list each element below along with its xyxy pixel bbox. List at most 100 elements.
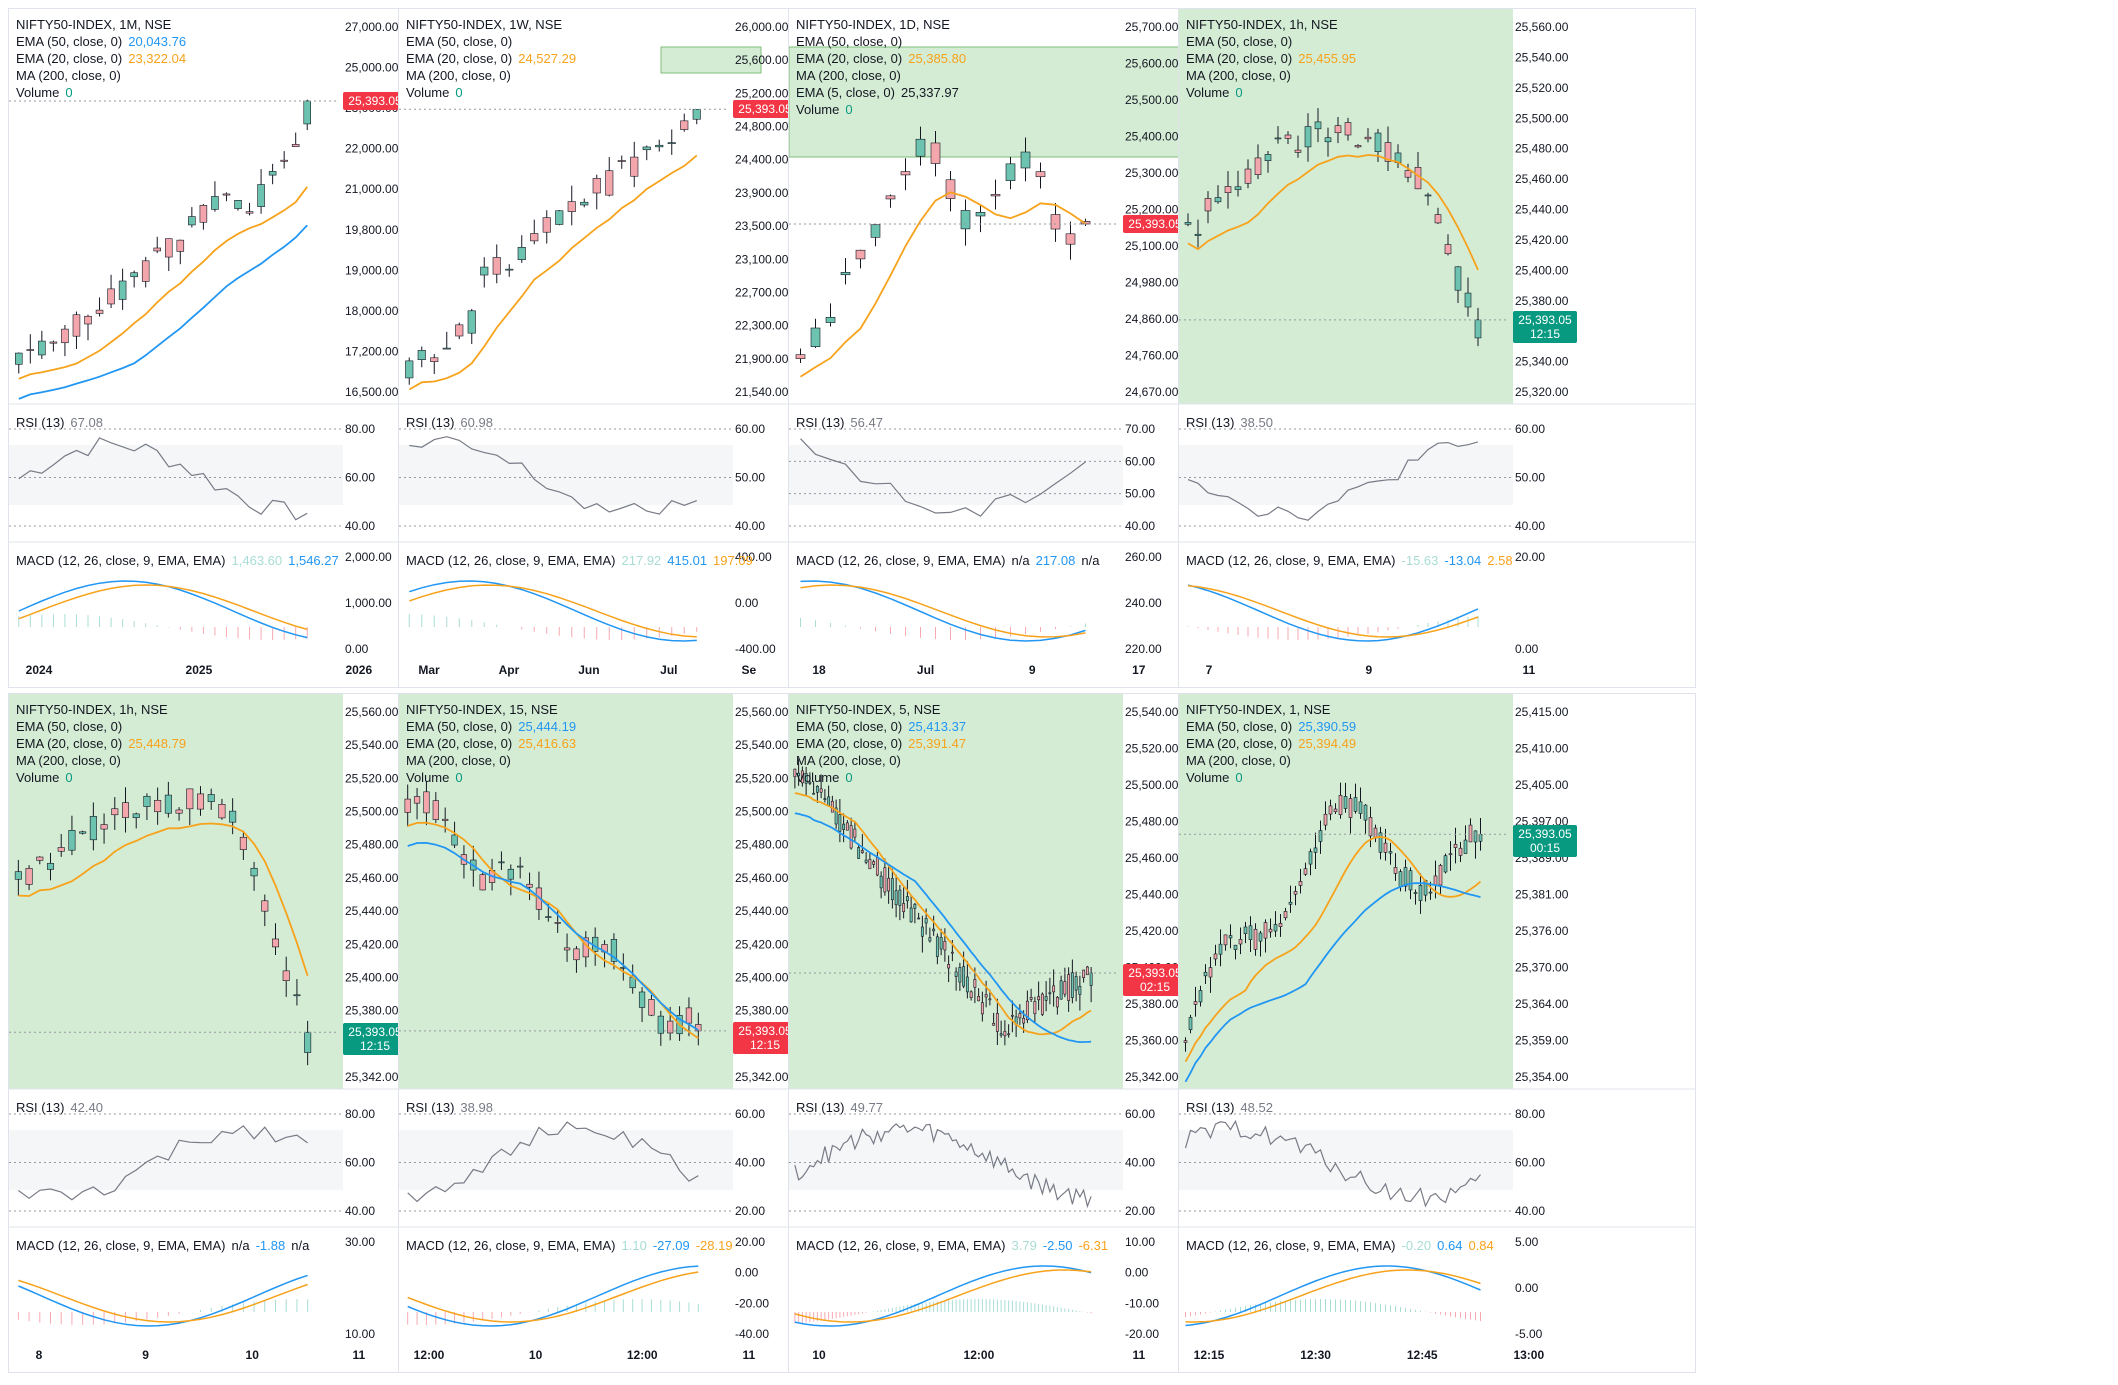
macd-legend[interactable]: MACD (12, 26, close, 9, EMA, EMA) 217.92 4… [406, 553, 753, 568]
x-tick-label: 9 [1029, 663, 1036, 677]
macd-legend[interactable]: MACD (12, 26, close, 9, EMA, EMA) 1.10 -27… [406, 1238, 733, 1253]
macd-legend-value: n/a [291, 1238, 310, 1253]
candle-body [977, 996, 981, 1002]
candle-body [175, 809, 183, 814]
candle-body [250, 867, 258, 877]
price-tick-label: 25,560.00 [1515, 20, 1569, 34]
ma200-legend[interactable]: MA (200, close, 0) [1186, 67, 1356, 84]
candle-body [1007, 1033, 1011, 1036]
rsi-legend[interactable]: RSI (13) 38.50 [1186, 415, 1273, 430]
volume-legend[interactable]: Volume 0 [406, 769, 576, 786]
volume-legend[interactable]: Volume 0 [796, 101, 966, 118]
macd-legend-value: 217.08 [1035, 553, 1076, 568]
ma200-legend[interactable]: MA (200, close, 0) [16, 752, 186, 769]
ema20-legend[interactable]: EMA (20, close, 0) 25,394.49 [1186, 735, 1356, 752]
ema20-legend-value: 25,448.79 [128, 736, 187, 751]
zone-rect [789, 694, 1123, 1089]
price-tick-label: 25,400.00 [735, 970, 789, 984]
volume-legend[interactable]: Volume 0 [16, 84, 186, 101]
price-tick-label: 25,405.00 [1515, 778, 1569, 792]
candle-body [638, 991, 646, 1008]
volume-legend[interactable]: Volume 0 [1186, 769, 1356, 786]
rsi-legend[interactable]: RSI (13) 42.40 [16, 1100, 103, 1115]
ma200-legend[interactable]: MA (200, close, 0) [406, 67, 576, 84]
candle-body [1085, 966, 1089, 976]
ema50-legend[interactable]: EMA (50, close, 0) [1186, 33, 1356, 50]
rsi-legend[interactable]: RSI (13) 48.52 [1186, 1100, 1273, 1115]
price-tick-label: 25,410.00 [1515, 742, 1569, 756]
candle-body [1274, 137, 1282, 140]
price-tick-label: 25,381.00 [1515, 888, 1569, 902]
price-tick-label: 25,460.00 [345, 871, 399, 885]
chart-symbol-title[interactable]: NIFTY50-INDEX, 1h, NSE [16, 702, 168, 717]
candle-body [1474, 319, 1482, 339]
volume-legend[interactable]: Volume 0 [796, 769, 966, 786]
ema20-legend[interactable]: EMA (20, close, 0) 25,455.95 [1186, 50, 1356, 67]
ema50-legend[interactable]: EMA (50, close, 0) 20,043.76 [16, 33, 186, 50]
ema50-legend[interactable]: EMA (50, close, 0) [796, 33, 966, 50]
ma200-legend[interactable]: MA (200, close, 0) [406, 752, 576, 769]
price-tick-label: 25,100.00 [1125, 239, 1179, 253]
macd-legend[interactable]: MACD (12, 26, close, 9, EMA, EMA) n/a 217.… [796, 553, 1099, 568]
chart-symbol-title[interactable]: NIFTY50-INDEX, 1, NSE [1186, 702, 1331, 717]
candle-body [1434, 214, 1442, 224]
macd-legend[interactable]: MACD (12, 26, close, 9, EMA, EMA) 1,463.6… [16, 553, 339, 568]
candle-body [517, 247, 526, 260]
chart-symbol-title[interactable]: NIFTY50-INDEX, 15, NSE [406, 702, 558, 717]
volume-legend[interactable]: Volume 0 [16, 769, 186, 786]
macd-legend[interactable]: MACD (12, 26, close, 9, EMA, EMA) -15.63-… [1186, 553, 1513, 568]
candle-body [667, 1020, 674, 1034]
chart-symbol-title[interactable]: NIFTY50-INDEX, 5, NSE [796, 702, 941, 717]
rsi-legend[interactable]: RSI (13) 67.08 [16, 415, 103, 430]
ema50-legend[interactable]: EMA (50, close, 0) [16, 718, 186, 735]
candle-body [812, 792, 816, 795]
ma200-legend[interactable]: MA (200, close, 0) [796, 67, 966, 84]
ema5-legend[interactable]: EMA (5, close, 0) 25,337.97 [796, 84, 966, 101]
ema20-legend[interactable]: EMA (20, close, 0) 23,322.04 [16, 50, 186, 67]
candle-body [1089, 972, 1093, 986]
x-tick-label: Jul [917, 663, 934, 677]
ma200-legend-label: MA (200, close, 0) [1186, 753, 1291, 768]
chart-symbol-title[interactable]: NIFTY50-INDEX, 1D, NSE [796, 17, 950, 32]
x-tick-label: 2025 [186, 663, 213, 677]
rsi-legend[interactable]: RSI (13) 56.47 [796, 415, 883, 430]
ema20-legend[interactable]: EMA (20, close, 0) 24,527.29 [406, 50, 576, 67]
candle-body [1067, 974, 1071, 1001]
rsi-legend[interactable]: RSI (13) 49.77 [796, 1100, 883, 1115]
ema50-legend[interactable]: EMA (50, close, 0) 25,413.37 [796, 718, 966, 735]
ema20-legend-label: EMA (20, close, 0) [1186, 736, 1293, 751]
macd-legend[interactable]: MACD (12, 26, close, 9, EMA, EMA) 3.79 -2.… [796, 1238, 1108, 1253]
candle-body [804, 773, 808, 784]
chart-panel-c8[interactable]: 25,415.00 25,410.00 25,405.00 25,397.00 25,3… [1178, 693, 1696, 1373]
volume-legend[interactable]: Volume 0 [1186, 84, 1356, 101]
candle-body [642, 146, 651, 151]
chart-panel-c4[interactable]: 25,560.00 25,540.00 25,520.00 25,500.00 25,4… [1178, 8, 1696, 688]
last-price-value: 25,393.05 [1518, 312, 1572, 327]
ma200-legend[interactable]: MA (200, close, 0) [796, 752, 966, 769]
candle-body [1082, 969, 1086, 978]
macd-legend[interactable]: MACD (12, 26, close, 9, EMA, EMA) n/a -1.8… [16, 1238, 309, 1253]
chart-symbol-title[interactable]: NIFTY50-INDEX, 1M, NSE [16, 17, 172, 32]
ema50-legend[interactable]: EMA (50, close, 0) [406, 33, 576, 50]
ema20-legend[interactable]: EMA (20, close, 0) 25,391.47 [796, 735, 966, 752]
candle-body [935, 936, 939, 957]
volume-legend-value: 0 [845, 102, 853, 117]
candle-body [143, 795, 151, 807]
ema20-legend[interactable]: EMA (20, close, 0) 25,416.63 [406, 735, 576, 752]
candle-body [868, 858, 872, 870]
ema20-legend[interactable]: EMA (20, close, 0) 25,448.79 [16, 735, 186, 752]
ema50-legend[interactable]: EMA (50, close, 0) 25,444.19 [406, 718, 576, 735]
ma200-legend[interactable]: MA (200, close, 0) [16, 67, 186, 84]
ma200-legend[interactable]: MA (200, close, 0) [1186, 752, 1356, 769]
ema50-legend[interactable]: EMA (50, close, 0) 25,390.59 [1186, 718, 1356, 735]
ema20-legend[interactable]: EMA (20, close, 0) 25,385.80 [796, 50, 966, 67]
chart-symbol-title[interactable]: NIFTY50-INDEX, 1W, NSE [406, 17, 563, 32]
rsi-legend[interactable]: RSI (13) 60.98 [406, 415, 493, 430]
macd-legend[interactable]: MACD (12, 26, close, 9, EMA, EMA) -0.20 0.… [1186, 1238, 1494, 1253]
x-tick-label: 12:00 [414, 1348, 445, 1362]
rsi-band [9, 445, 343, 505]
chart-symbol-title[interactable]: NIFTY50-INDEX, 1h, NSE [1186, 17, 1338, 32]
candle-body [257, 184, 265, 207]
rsi-legend[interactable]: RSI (13) 38.98 [406, 1100, 493, 1115]
volume-legend[interactable]: Volume 0 [406, 84, 576, 101]
